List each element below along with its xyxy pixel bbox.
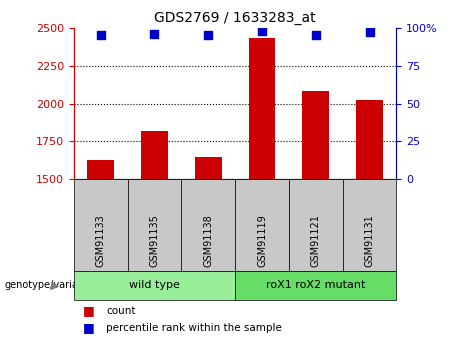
Text: ■: ■ [83,304,95,317]
Point [312,32,319,38]
Text: GSM91138: GSM91138 [203,215,213,267]
Point [258,28,266,33]
Text: ▶: ▶ [51,280,59,290]
Bar [87,160,114,179]
Text: GSM91131: GSM91131 [365,215,375,267]
Text: GSM91121: GSM91121 [311,215,321,267]
Text: percentile rank within the sample: percentile rank within the sample [106,323,282,333]
Text: wild type: wild type [129,280,180,290]
Bar [141,131,168,179]
Title: GDS2769 / 1633283_at: GDS2769 / 1633283_at [154,11,316,25]
Point [97,32,104,38]
Point [366,29,373,35]
Text: GSM91119: GSM91119 [257,215,267,267]
Bar [302,91,329,179]
Bar [248,38,275,179]
Text: GSM91135: GSM91135 [149,215,160,267]
Text: roX1 roX2 mutant: roX1 roX2 mutant [266,280,366,290]
Text: genotype/variation: genotype/variation [5,280,97,290]
Text: ■: ■ [83,321,95,334]
Point [151,31,158,37]
Point [205,32,212,38]
Bar [195,157,222,179]
Text: GSM91133: GSM91133 [95,215,106,267]
Text: count: count [106,306,136,315]
Bar [356,100,383,179]
